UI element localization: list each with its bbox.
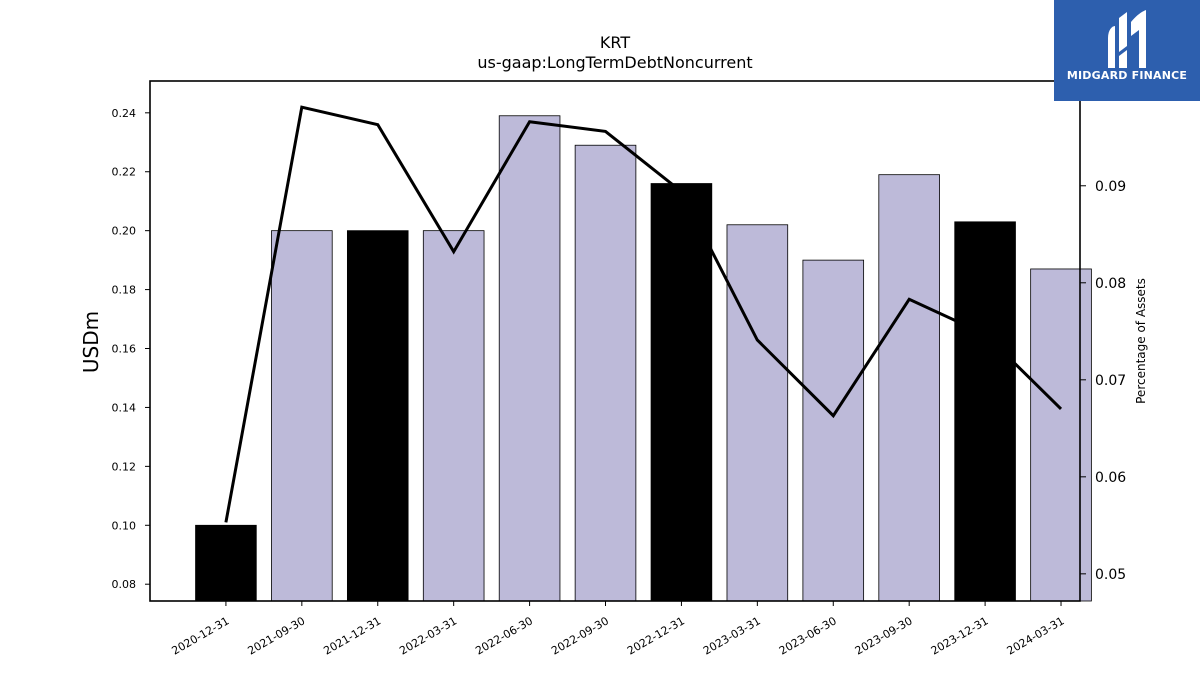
bars-layer [195,115,1092,602]
plot-frame [149,80,1081,602]
x-tick-label-2023-03-31: 2023-03-31 [701,614,763,657]
y2-tick-label-0.06: 0.06 [1095,470,1126,486]
y-tick-label-0.12: 0.12 [112,460,137,473]
x-tick-label-2021-09-30: 2021-09-30 [245,614,307,657]
x-tick-label-2023-06-30: 2023-06-30 [777,614,839,657]
x-tick-label-2023-09-30: 2023-09-30 [853,614,915,657]
bar-2023-06-30 [802,259,865,602]
chart-title: KRT [600,33,630,52]
y-tick-label-0.22: 0.22 [112,166,137,179]
bar-2023-12-31 [954,221,1016,602]
bar-2024-03-31 [1030,268,1092,602]
bar-2021-12-31 [346,230,409,602]
y-tick-label-0.10: 0.10 [112,519,137,532]
percentage-line [224,105,1063,523]
x-tick-label-2022-06-30: 2022-06-30 [473,614,535,657]
x-tick-label-2022-09-30: 2022-09-30 [549,614,611,657]
x-tick-label-2022-12-31: 2022-12-31 [625,614,687,657]
midgard-logo-mark-icon [1108,10,1146,68]
y-tick-label-0.24: 0.24 [112,107,137,120]
line-layer [224,105,1063,523]
y2-tick-label-0.07: 0.07 [1095,373,1126,389]
x-tick-label-2023-12-31: 2023-12-31 [929,614,991,657]
bar-2023-03-31 [726,224,789,602]
bar-2022-09-30 [574,144,637,602]
x-tick-label-2021-12-31: 2021-12-31 [321,614,383,657]
y2-tick-label-0.08: 0.08 [1095,276,1126,292]
bar-2022-12-31 [650,183,713,602]
bar-2021-09-30 [271,230,333,602]
logo-text: MIDGARD FINANCE [1066,69,1188,82]
bar-2023-09-30 [878,174,940,602]
y-tick-label-0.18: 0.18 [112,284,137,297]
y2-axis-label: Percentage of Assets [1134,278,1148,404]
bar-2020-12-31 [195,524,257,602]
y2-tick-label-0.05: 0.05 [1095,567,1126,583]
bar-2022-06-30 [498,115,561,602]
x-tick-label-2024-03-31: 2024-03-31 [1005,614,1067,657]
y2-tick-label-0.09: 0.09 [1095,179,1126,195]
bar-2022-03-31 [422,230,485,602]
y-tick-label-0.08: 0.08 [112,578,137,591]
y-tick-label-0.16: 0.16 [112,343,137,356]
y-axis-label: USDm [79,311,103,373]
x-tick-label-2020-12-31: 2020-12-31 [170,614,232,657]
midgard-finance-logo: MIDGARD FINANCE [1054,0,1200,101]
x-tick-label-2022-03-31: 2022-03-31 [397,614,459,657]
chart-subtitle: us-gaap:LongTermDebtNoncurrent [477,53,752,72]
y-tick-label-0.20: 0.20 [112,225,137,238]
y-tick-label-0.14: 0.14 [112,401,137,414]
